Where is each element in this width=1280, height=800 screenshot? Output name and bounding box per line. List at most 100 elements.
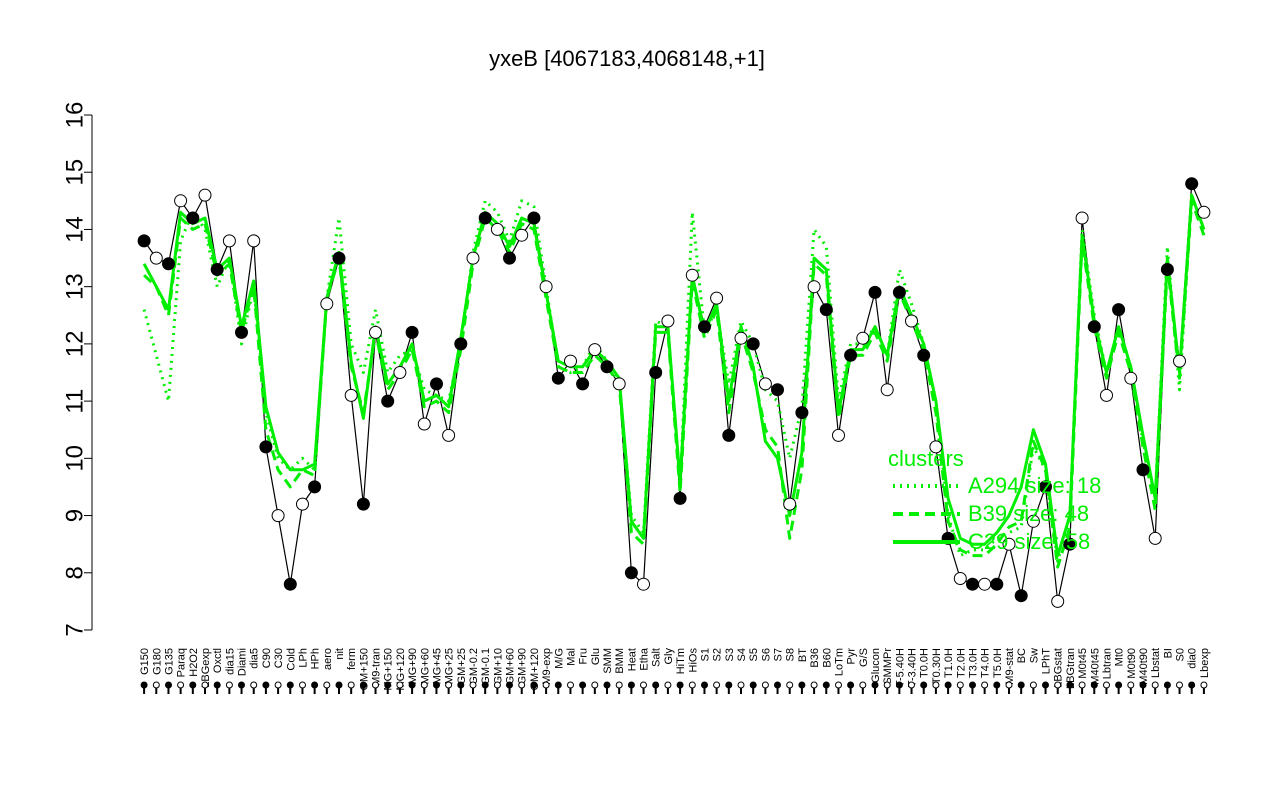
data-point	[564, 354, 577, 368]
x-marker	[920, 681, 928, 689]
x-tick-label: GM+150	[358, 648, 370, 691]
x-marker	[1163, 681, 1171, 689]
x-tick-label: S5	[748, 648, 760, 661]
data-point	[807, 280, 821, 294]
x-marker	[993, 681, 1001, 689]
data-point	[734, 331, 748, 345]
x-tick-label: Salt	[651, 648, 663, 667]
data-point	[771, 383, 784, 397]
data-point	[186, 211, 200, 225]
data-point	[710, 291, 724, 305]
x-marker	[579, 681, 587, 689]
y-tick-label: 16	[61, 102, 88, 129]
data-point	[393, 366, 407, 379]
x-marker	[969, 681, 976, 689]
legend-label-2: C29 size: 58	[968, 529, 1090, 554]
data-point	[637, 577, 650, 591]
x-tick-label: ferm	[346, 648, 358, 670]
x-tick-label: Mal	[565, 648, 577, 666]
x-tick-label: M40t45	[1089, 648, 1101, 685]
x-marker	[822, 681, 830, 689]
x-marker	[725, 681, 733, 689]
x-tick-label: Gly	[663, 648, 675, 665]
x-marker	[177, 681, 185, 689]
y-tick-label: 13	[61, 273, 88, 300]
data-point	[588, 343, 602, 357]
x-tick-label: S4	[736, 648, 748, 661]
data-point	[210, 263, 224, 276]
data-point	[527, 211, 541, 225]
x-marker	[250, 681, 258, 689]
x-tick-label: S0	[1175, 648, 1187, 661]
x-marker	[859, 681, 867, 689]
data-point	[430, 377, 443, 391]
series-line-3	[142, 193, 1206, 558]
data-point	[259, 440, 273, 454]
x-marker	[518, 681, 526, 689]
x-tick-label: Etha	[639, 647, 651, 671]
x-tick-label: C30	[273, 648, 285, 668]
x-tick-label: MG+150	[383, 648, 395, 691]
data-point	[905, 314, 918, 328]
x-marker	[774, 681, 781, 689]
data-point	[539, 280, 553, 294]
data-point	[1197, 205, 1211, 219]
data-point	[417, 417, 431, 431]
data-point	[868, 285, 882, 299]
data-point	[990, 577, 1004, 591]
x-marker	[469, 681, 477, 689]
x-marker	[664, 681, 672, 689]
data-point	[1100, 388, 1113, 402]
y-tick-label: 10	[61, 445, 88, 472]
data-point	[1063, 537, 1077, 551]
data-point	[1173, 354, 1186, 368]
x-marker	[847, 681, 855, 689]
x-tick-label: T3.0H	[967, 648, 979, 678]
x-tick-label: Fru	[578, 648, 590, 665]
x-tick-label: S3	[724, 648, 736, 661]
data-point	[673, 491, 687, 505]
x-tick-label: M0t90	[1126, 648, 1138, 679]
x-marker	[152, 681, 160, 689]
data-point	[1051, 594, 1065, 608]
x-tick-label: GM+90	[517, 648, 529, 684]
data-point	[966, 577, 979, 591]
x-marker	[835, 681, 842, 689]
x-tick-label: T0.30H	[931, 648, 943, 684]
legend-label-1: B39 size: 48	[968, 501, 1089, 526]
data-point	[1039, 480, 1052, 494]
x-tick-label: M9-tran	[371, 648, 383, 686]
x-marker	[713, 681, 721, 689]
x-tick-label: BI	[1162, 648, 1174, 658]
x-tick-label: Sw	[1028, 648, 1040, 663]
x-tick-label: BMM	[614, 648, 626, 674]
x-marker	[481, 681, 489, 689]
data-point	[503, 251, 516, 265]
x-marker	[1005, 681, 1013, 689]
x-tick-label: Pyr	[846, 648, 858, 665]
x-tick-label: LPh	[297, 648, 309, 668]
x-tick-label: GM-0.1	[480, 648, 492, 685]
x-marker	[554, 681, 562, 689]
data-point	[819, 303, 833, 317]
data-point	[746, 337, 760, 351]
x-tick-label: M9-stat	[1004, 648, 1016, 685]
data-point	[953, 572, 967, 585]
x-tick-label: Lbexp	[1199, 648, 1211, 678]
data-point	[892, 285, 906, 299]
data-point	[649, 366, 663, 379]
x-tick-label: GM+60	[505, 648, 517, 684]
data-point	[1185, 177, 1199, 191]
series-points	[137, 177, 1211, 689]
x-tick-label: T4.0H	[980, 648, 992, 678]
x-marker	[640, 681, 647, 689]
x-marker	[798, 681, 806, 689]
x-marker	[274, 681, 282, 689]
x-marker	[384, 681, 392, 689]
x-marker	[981, 681, 989, 689]
x-tick-label: T1.0H	[943, 648, 955, 678]
x-tick-label: GM+120	[529, 648, 541, 691]
series-lines	[142, 183, 1206, 603]
data-point	[624, 566, 638, 580]
x-tick-label: G180	[151, 648, 163, 675]
